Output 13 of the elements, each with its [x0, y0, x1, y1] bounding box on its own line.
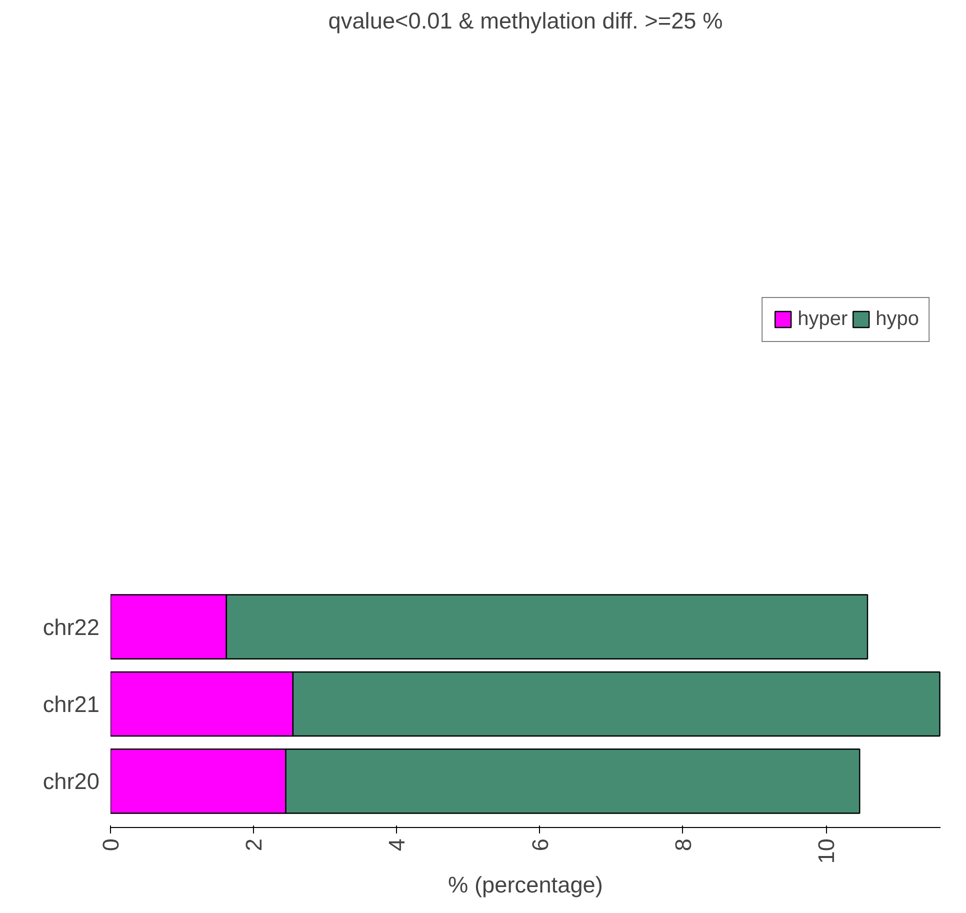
- x-tick-label: 0: [98, 838, 124, 852]
- y-tick-label: chr22: [42, 614, 100, 640]
- x-tick-label: 4: [384, 838, 410, 852]
- y-tick-label: chr20: [42, 768, 100, 794]
- x-tick-label: 10: [813, 838, 840, 864]
- x-tick-label: 2: [240, 838, 267, 852]
- legend-label: hyper: [798, 308, 848, 330]
- chart-title: qvalue<0.01 & methylation diff. >=25 %: [328, 8, 723, 34]
- x-axis-title: % (percentage): [448, 872, 603, 898]
- x-tick-label: 8: [670, 838, 696, 852]
- x-tick-label: 6: [526, 838, 553, 852]
- y-tick-label: chr21: [42, 691, 100, 717]
- legend-label: hypo: [876, 308, 919, 330]
